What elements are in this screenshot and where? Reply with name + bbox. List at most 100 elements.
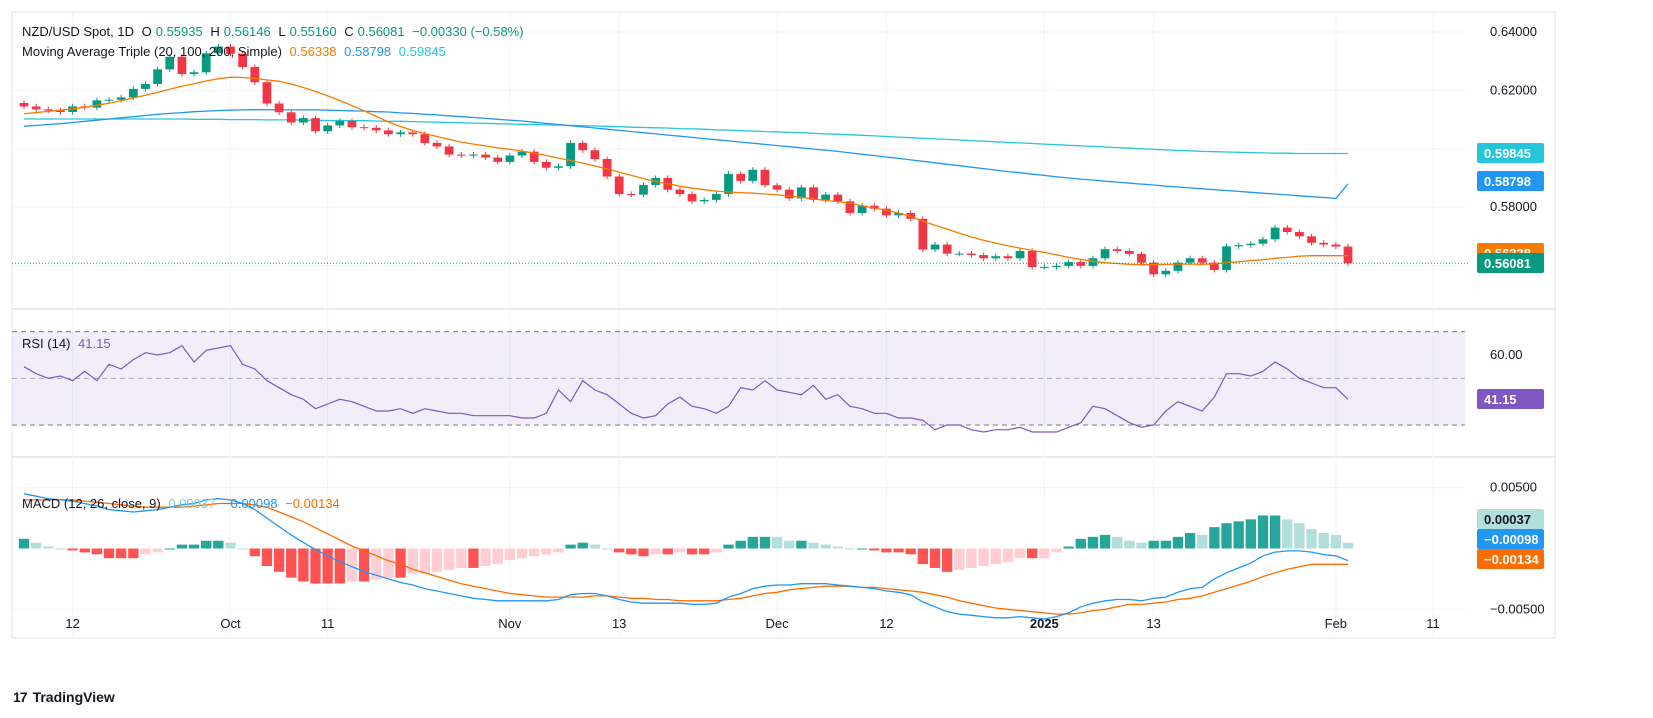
candle-body [602,159,612,177]
macd-hist-bar [1148,540,1159,549]
candle-body [1282,227,1292,232]
candle-body [469,154,478,156]
candle-body [821,194,831,200]
ma-legend: Moving Average Triple (20, 100, 200, Sim… [22,44,450,60]
candle-body [1331,244,1341,247]
candle-body [116,97,126,100]
macd-hist-bar [225,542,236,549]
macd-hist-bar [164,548,175,550]
candle-body [760,169,770,186]
candle-body [1039,267,1049,269]
macd-hist-bar [310,548,321,584]
macd-legend-macd: −0.00098 [222,496,278,511]
close-label: C [344,24,354,39]
macd-hist-bar [67,548,78,551]
candle-body [1100,249,1110,259]
candle-body [201,53,211,73]
macd-hist-bar [856,548,868,550]
candle-body [493,157,503,162]
macd-hist-bar [1136,542,1147,549]
macd-hist-bar [1063,546,1074,549]
symbol-title: NZD/USD Spot, 1D [22,24,134,39]
candle-body [626,194,636,196]
candle-body [1027,250,1037,268]
rsi-legend: RSI (14) 41.15 [22,336,115,352]
macd-hist-bar [1197,534,1208,549]
close-badge [1477,253,1544,273]
price-tick-label: 0.64000 [1490,24,1537,39]
ma20-line [23,76,1348,266]
macd-hist-bar [1330,534,1342,549]
candle-body [226,46,235,54]
candle-body [1234,245,1244,247]
macd-signal-line [24,499,1348,615]
tradingview-logo[interactable]: 17 TradingView [13,689,115,705]
macd-hist-bar [1269,515,1281,549]
candle-body [1088,258,1098,266]
candle-body [238,53,248,68]
candle-body [43,109,53,111]
candle-body [1270,227,1280,240]
macd-hist-bar [1245,519,1256,549]
macd-hist-bar [978,548,989,566]
candle-body [299,118,308,123]
ma100-value: 0.58798 [344,44,392,59]
candle-body [1307,236,1316,243]
candle-body [56,110,65,112]
candle-body [274,103,284,113]
macd-hist-bar [990,548,1001,565]
macd-hist-bar [1172,536,1184,549]
price-tick-label: 0.62000 [1490,82,1537,97]
low-value: 0.55160 [289,24,337,39]
macd-legend-label: MACD (12, 26, close, 9) [22,496,161,511]
candle-body [1222,246,1231,270]
macd-hist-bar [43,546,54,549]
macd-hist-bar [334,548,345,584]
macd-hist-bar [213,540,224,549]
macd-hist-bar [784,540,795,549]
close-value: 0.56081 [357,24,405,39]
price-legend: NZD/USD Spot, 1D O 0.55935 H 0.56146 L 0.55… [22,24,528,40]
macd-hist-bar [116,548,127,559]
macd-hist-bar [237,548,248,550]
candle-body [894,213,903,216]
macd-hist-bar [456,548,467,568]
x-tick-label: 2025 [1030,616,1059,631]
ma100-badge [1477,171,1544,191]
macd-hist-bar [407,548,418,574]
macd-hist-bar [674,548,686,553]
candle-body [517,151,527,156]
macd-hist-bar [638,548,649,557]
macd-hist-bar [443,548,455,570]
macd-hist-bar [91,548,103,555]
macd-hist-bar [480,548,491,566]
candle-body [1197,258,1207,263]
candle-body [444,146,454,155]
macd-hist-bar [662,548,673,555]
macd-histogram [18,515,1354,584]
macd-hist-bar [541,548,552,555]
candle-body [736,173,746,181]
macd-hist-bar [1099,534,1111,549]
macd-hist-bar [881,548,892,553]
x-tick-label: 11 [321,616,335,631]
candle-body [1149,262,1159,275]
candle-body [845,201,855,214]
candle-body [92,100,102,108]
candle-body [141,83,150,89]
high-label: H [210,24,220,39]
macd-hist-bar [1233,521,1244,549]
macd-legend-hist: 0.00037 [168,496,216,511]
brand-name: TradingView [32,689,115,705]
high-value: 0.56146 [223,24,271,39]
macd-tick-label: 0.00500 [1490,480,1537,495]
candle-body [1161,270,1171,275]
candle-body [1343,246,1353,264]
candle-body [554,166,563,168]
open-value: 0.55935 [155,24,203,39]
macd-hist-bar [1257,515,1269,549]
macd-hist-bar [893,548,904,553]
candle-body [456,154,466,156]
macd-hist-bar [650,548,661,555]
